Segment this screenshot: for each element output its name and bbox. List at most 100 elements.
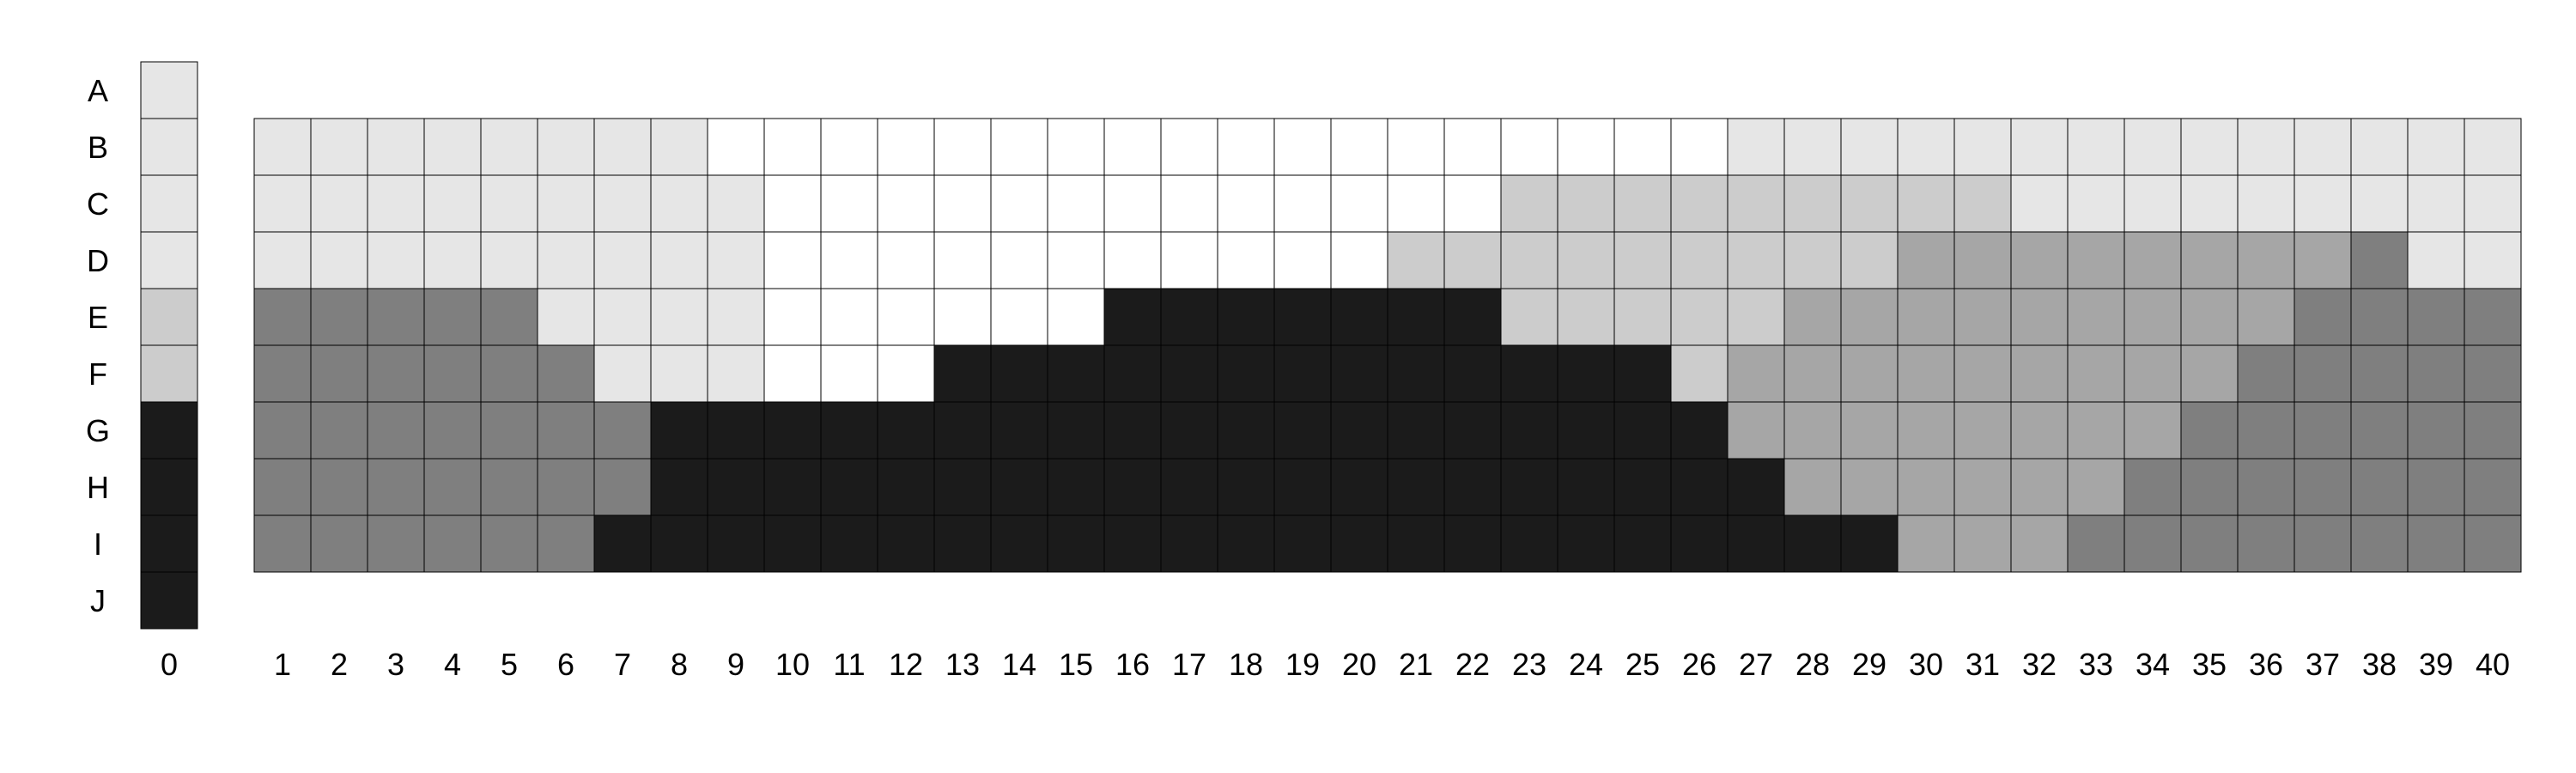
cell-e-28	[1783, 288, 1842, 346]
cell-i-38	[2350, 514, 2409, 573]
cell-i-8	[650, 514, 708, 573]
cell-j-0	[140, 571, 198, 630]
cell-e-6	[537, 288, 595, 346]
reference-column	[140, 61, 198, 630]
cell-h-25	[1613, 458, 1672, 516]
cell-b-1	[253, 118, 312, 176]
cell-d-28	[1783, 231, 1842, 289]
cell-i-15	[1047, 514, 1105, 573]
cell-c-13	[933, 174, 992, 233]
cell-g-14	[990, 401, 1048, 460]
cell-h-16	[1103, 458, 1162, 516]
column-label-20: 20	[1342, 647, 1376, 682]
cell-d-34	[2123, 231, 2182, 289]
cell-b-27	[1727, 118, 1785, 176]
cell-b-23	[1500, 118, 1558, 176]
column-label-8: 8	[671, 647, 688, 682]
cell-c-2	[310, 174, 368, 233]
cell-b-15	[1047, 118, 1105, 176]
cell-i-37	[2293, 514, 2352, 573]
cell-g-2	[310, 401, 368, 460]
cell-g-36	[2237, 401, 2295, 460]
cell-c-33	[2067, 174, 2125, 233]
cell-f-20	[1330, 344, 1388, 403]
cell-c-36	[2237, 174, 2295, 233]
cell-f-10	[763, 344, 822, 403]
cell-c-17	[1160, 174, 1218, 233]
cell-i-23	[1500, 514, 1558, 573]
cell-d-26	[1670, 231, 1728, 289]
cell-g-0	[140, 401, 198, 460]
cell-f-6	[537, 344, 595, 403]
row-label-j: J	[90, 583, 106, 618]
cell-e-10	[763, 288, 822, 346]
cell-b-28	[1783, 118, 1842, 176]
cell-h-24	[1557, 458, 1615, 516]
cell-f-26	[1670, 344, 1728, 403]
cell-b-36	[2237, 118, 2295, 176]
cell-g-18	[1217, 401, 1275, 460]
cell-g-30	[1897, 401, 1955, 460]
cell-e-7	[593, 288, 652, 346]
cell-i-1	[253, 514, 312, 573]
column-label-13: 13	[945, 647, 980, 682]
cell-c-27	[1727, 174, 1785, 233]
cell-d-1	[253, 231, 312, 289]
cell-b-19	[1273, 118, 1332, 176]
cell-f-25	[1613, 344, 1672, 403]
column-label-1: 1	[274, 647, 291, 682]
cell-d-16	[1103, 231, 1162, 289]
cell-f-28	[1783, 344, 1842, 403]
cell-d-22	[1443, 231, 1502, 289]
cell-f-7	[593, 344, 652, 403]
cell-h-6	[537, 458, 595, 516]
cell-d-17	[1160, 231, 1218, 289]
column-label-36: 36	[2249, 647, 2283, 682]
cell-e-39	[2407, 288, 2465, 346]
column-label-38: 38	[2362, 647, 2397, 682]
cell-i-39	[2407, 514, 2465, 573]
cell-h-1	[253, 458, 312, 516]
cell-d-23	[1500, 231, 1558, 289]
row-label-d: D	[87, 243, 109, 278]
cell-d-30	[1897, 231, 1955, 289]
cell-i-13	[933, 514, 992, 573]
row-label-i: I	[94, 526, 102, 562]
cell-g-19	[1273, 401, 1332, 460]
cell-b-10	[763, 118, 822, 176]
cell-f-16	[1103, 344, 1162, 403]
cell-b-21	[1387, 118, 1445, 176]
cell-h-21	[1387, 458, 1445, 516]
cell-i-19	[1273, 514, 1332, 573]
cell-c-29	[1840, 174, 1899, 233]
cell-b-30	[1897, 118, 1955, 176]
column-label-9: 9	[727, 647, 744, 682]
cell-h-31	[1953, 458, 2012, 516]
cell-d-37	[2293, 231, 2352, 289]
column-label-5: 5	[501, 647, 518, 682]
cell-g-9	[707, 401, 765, 460]
cell-d-15	[1047, 231, 1105, 289]
cell-g-39	[2407, 401, 2465, 460]
cell-h-38	[2350, 458, 2409, 516]
cell-i-3	[367, 514, 425, 573]
cell-e-26	[1670, 288, 1728, 346]
column-label-17: 17	[1172, 647, 1206, 682]
cell-b-17	[1160, 118, 1218, 176]
column-label-21: 21	[1399, 647, 1433, 682]
cell-h-26	[1670, 458, 1728, 516]
cell-e-35	[2180, 288, 2239, 346]
cell-c-35	[2180, 174, 2239, 233]
cell-c-9	[707, 174, 765, 233]
cell-d-3	[367, 231, 425, 289]
cell-g-6	[537, 401, 595, 460]
cell-c-20	[1330, 174, 1388, 233]
row-label-h: H	[87, 470, 109, 505]
cell-h-35	[2180, 458, 2239, 516]
cell-e-19	[1273, 288, 1332, 346]
cell-c-32	[2010, 174, 2069, 233]
cell-b-32	[2010, 118, 2069, 176]
cell-f-38	[2350, 344, 2409, 403]
cell-i-5	[480, 514, 538, 573]
column-label-40: 40	[2476, 647, 2510, 682]
